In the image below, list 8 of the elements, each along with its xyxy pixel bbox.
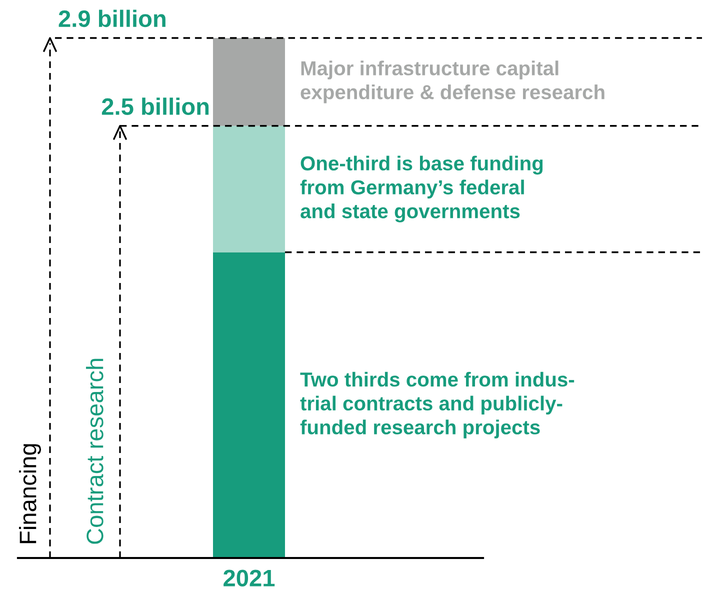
series-label: Major infrastructure capital expenditure & defense research: [300, 60, 604, 104]
text: Financing: [18, 444, 42, 544]
ref-line-label: 2.5 billion: [102, 98, 209, 115]
ref-line-label: 2.9 billion: [58, 10, 166, 28]
series-label: Two thirds come from indus- trial contracts and publicly- funded research projects: [300, 372, 574, 438]
x-tick-label: 2021: [224, 570, 275, 586]
text: Contract research: [86, 358, 104, 544]
series-label: One-third is base funding from Germany’s federal and state governments: [300, 156, 543, 222]
